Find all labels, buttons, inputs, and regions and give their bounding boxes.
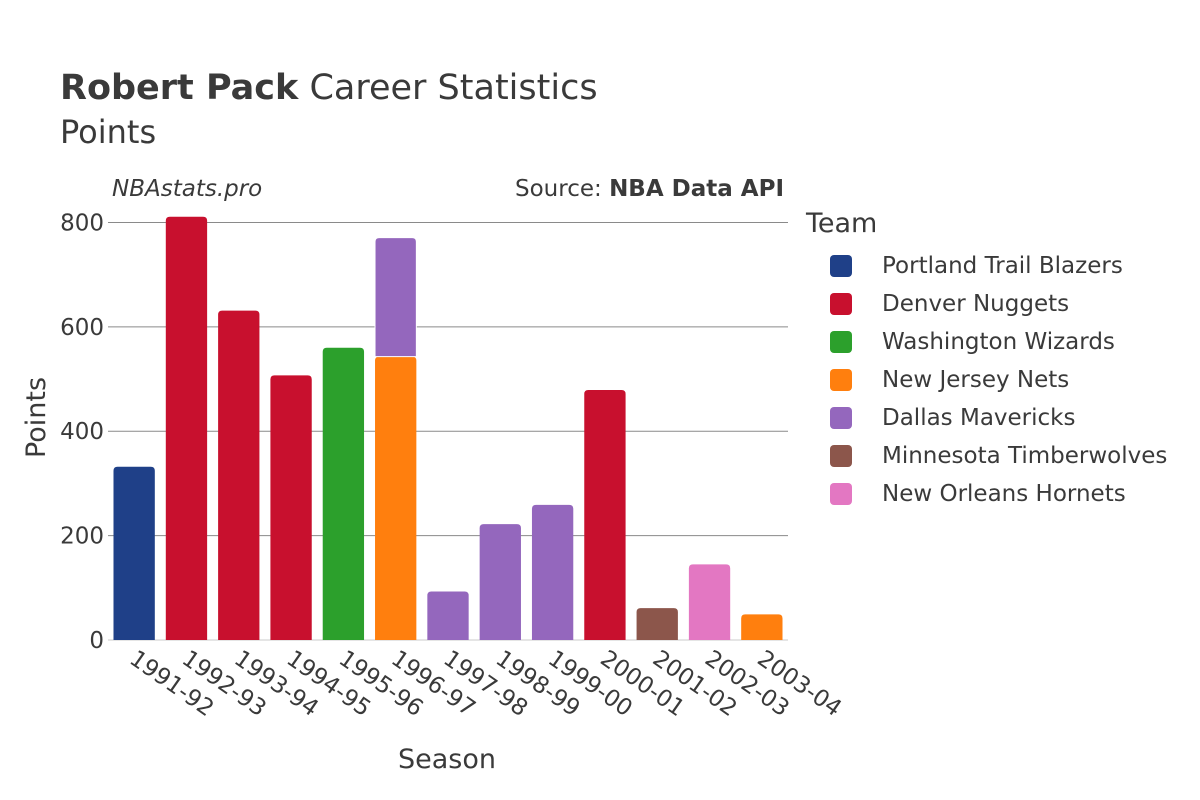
y-tick-label: 800	[60, 210, 104, 236]
legend-label: New Jersey Nets	[882, 367, 1070, 393]
y-tick-label: 600	[60, 315, 104, 341]
legend-label: Denver Nuggets	[882, 291, 1070, 317]
legend: Team Portland Trail Blazers Denver Nugget…	[806, 208, 1167, 513]
source-name: NBA Data API	[609, 176, 784, 202]
bar	[688, 564, 731, 640]
legend-label: Dallas Mavericks	[882, 405, 1076, 431]
legend-item[interactable]: New Orleans Hornets	[806, 475, 1167, 513]
legend-swatch	[830, 293, 852, 315]
legend-swatch	[830, 407, 852, 429]
source-prefix: Source:	[515, 176, 610, 202]
legend-item[interactable]: New Jersey Nets	[806, 361, 1167, 399]
legend-label: Portland Trail Blazers	[882, 253, 1123, 279]
bar	[741, 614, 783, 640]
y-axis-title: Points	[21, 376, 53, 459]
y-tick-label: 0	[89, 628, 104, 654]
y-tick-label: 400	[60, 419, 104, 445]
bar	[427, 591, 469, 640]
legend-label: Washington Wizards	[882, 329, 1115, 355]
bar	[113, 466, 155, 640]
bar	[584, 389, 626, 640]
legend-swatch	[830, 369, 852, 391]
legend-swatch	[830, 255, 852, 277]
legend-item[interactable]: Denver Nuggets	[806, 285, 1167, 323]
x-axis-title: Season	[398, 744, 496, 775]
bar	[479, 524, 521, 640]
legend-swatch	[830, 445, 852, 467]
legend-swatch	[830, 331, 852, 353]
legend-title: Team	[806, 208, 878, 239]
bar	[636, 608, 678, 640]
bar	[374, 237, 417, 358]
legend-swatch	[830, 483, 852, 505]
chart-subtitle: Points	[60, 113, 157, 151]
legend-item[interactable]: Washington Wizards	[806, 323, 1167, 361]
brand-watermark: NBAstats.pro	[112, 176, 263, 202]
title-rest: Career Statistics	[309, 68, 598, 108]
legend-item[interactable]: Minnesota Timberwolves	[806, 437, 1167, 475]
legend-label: Minnesota Timberwolves	[882, 443, 1168, 469]
bar	[165, 216, 208, 640]
legend-label: New Orleans Hornets	[882, 481, 1126, 507]
bar	[270, 375, 312, 640]
bar	[218, 310, 260, 640]
bar	[322, 347, 365, 640]
legend-items: Portland Trail Blazers Denver Nuggets Wash…	[806, 247, 1167, 513]
source-note: Source: NBA Data API	[515, 176, 784, 202]
y-tick-label: 200	[60, 524, 104, 550]
legend-item[interactable]: Dallas Mavericks	[806, 399, 1167, 437]
bar	[531, 504, 574, 640]
legend-item[interactable]: Portland Trail Blazers	[806, 247, 1167, 285]
chart-title: Robert Pack Career Statistics	[60, 66, 598, 110]
player-name: Robert Pack	[60, 68, 299, 108]
bar	[375, 356, 417, 640]
